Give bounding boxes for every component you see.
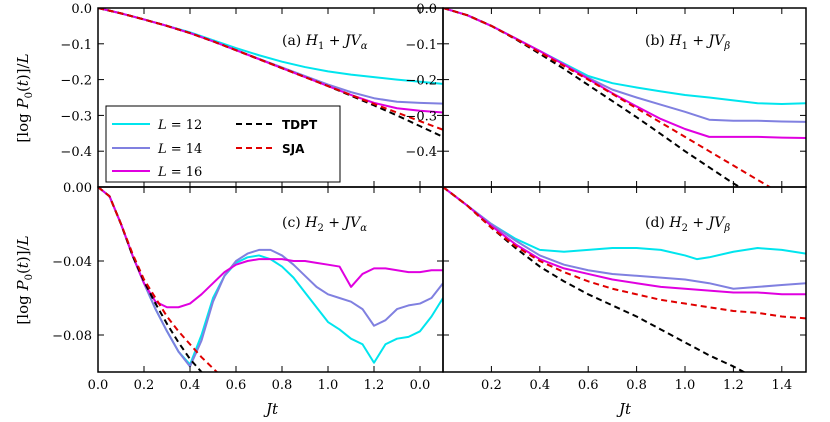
xtick-label-left-0: 0.0 (88, 378, 109, 393)
panel-frame-b (442, 7, 807, 188)
xtick-label-left-4: 0.8 (272, 378, 293, 393)
panel-title-c: (c) H2 + JVα (282, 215, 367, 234)
xtick-label-left-7: 0.0 (410, 378, 431, 393)
ylabel-bottom: [log P0(t)]/L (14, 235, 35, 324)
xtick-label-right-2: 0.6 (578, 378, 599, 393)
panel-d: (d) H2 + JVβ (442, 186, 807, 373)
series-group-c (98, 187, 443, 372)
legend-label-TDPT: TDPT (282, 118, 318, 132)
panel-a: 0.0 −0.1 −0.2 −0.3 −0.4 (a) H1 + JVα (60, 2, 444, 188)
series-line-a-L16 (98, 8, 443, 114)
panel-title-a: (a) H1 + JVα (282, 33, 368, 52)
panel-title-b: (b) H1 + JVβ (645, 33, 730, 52)
xlabel-right: Jt (616, 400, 632, 418)
series-line-d-L16 (443, 187, 806, 296)
series-line-c-L16 (98, 187, 443, 309)
xtick-label-right-3: 0.8 (626, 378, 647, 393)
series-line-a-L12 (98, 8, 443, 85)
ytick-label-a-1: −0.1 (60, 38, 92, 53)
series-line-d-SJA (443, 187, 806, 320)
axis-labels: 0.0 0.2 0.4 0.6 0.8 1.0 1.2 0.0 0.2 0.4 0.6 0.8 1.0 1… (14, 53, 792, 418)
xtick-label-left-6: 1.2 (364, 378, 385, 393)
ytick-label-a-2: −0.2 (60, 74, 92, 89)
ytick-label-b-1: −0.1 (405, 38, 437, 53)
series-line-d-L14 (443, 187, 806, 290)
legend-label-L14: L = 14 (157, 142, 202, 157)
legend-label-L16: L = 16 (157, 165, 202, 180)
xtick-label-right-5: 1.2 (723, 378, 744, 393)
series-line-b-L14 (443, 8, 806, 123)
series-line-c-L14 (98, 187, 443, 368)
series-line-c-TDPT (98, 187, 203, 372)
ytick-label-b-4: −0.4 (405, 145, 437, 160)
xtick-label-right-4: 1.0 (675, 378, 696, 393)
xtick-label-left-3: 0.6 (226, 378, 247, 393)
ylabel-top: [log P0(t)]/L (14, 53, 35, 142)
series-line-a-SJA (98, 8, 443, 131)
series-line-b-L12 (443, 8, 806, 105)
panel-frame-d (442, 186, 807, 373)
series-line-c-L12 (98, 187, 443, 366)
series-line-a-L14 (98, 8, 443, 105)
ytick-label-a-3: −0.3 (60, 109, 92, 124)
series-line-b-SJA (443, 8, 772, 187)
series-line-c-SJA (98, 187, 219, 372)
xtick-label-left-2: 0.4 (180, 378, 201, 393)
panel-frame-c (97, 186, 444, 373)
panels-layer: 0.0 −0.1 −0.2 −0.3 −0.4 (a) H1 + JVα 0.0 −0.1 −0… (52, 2, 807, 373)
xtick-label-right-6: 1.4 (771, 378, 792, 393)
panel-c: 0.00 −0.04 −0.08 (c) H2 + JVα (52, 181, 444, 373)
xtick-label-right-0: 0.2 (481, 378, 502, 393)
series-line-d-L12 (443, 187, 806, 261)
ytick-label-a-0: 0.0 (71, 2, 92, 17)
series-line-b-L16 (443, 8, 806, 139)
ytick-label-b-2: −0.2 (405, 74, 437, 89)
ytick-label-c-2: −0.08 (52, 329, 92, 344)
legend-label-L12: L = 12 (157, 118, 202, 133)
xtick-label-right-1: 0.4 (529, 378, 550, 393)
panel-b: 0.0 −0.1 −0.2 −0.3 −0.4 (b) H1 + JVβ (405, 2, 807, 188)
ytick-label-a-4: −0.4 (60, 145, 92, 160)
ytick-label-b-3: −0.3 (405, 109, 437, 124)
ytick-label-b-0: 0.0 (416, 2, 437, 17)
legend: L = 12 L = 14 L = 16 TDPT SJA (105, 105, 341, 183)
xtick-label-left-1: 0.2 (134, 378, 155, 393)
legend-label-SJA: SJA (282, 142, 305, 156)
series-group-d (443, 187, 806, 372)
panel-title-d: (d) H2 + JVβ (645, 215, 730, 234)
series-group-b (443, 8, 806, 187)
series-group-a (98, 8, 443, 138)
ytick-label-c-0: 0.00 (63, 181, 92, 196)
ytick-label-c-1: −0.04 (52, 255, 92, 270)
xlabel-left: Jt (263, 400, 279, 418)
xtick-label-left-5: 1.0 (318, 378, 339, 393)
series-line-d-TDPT (443, 187, 746, 372)
legend-frame (105, 105, 341, 183)
